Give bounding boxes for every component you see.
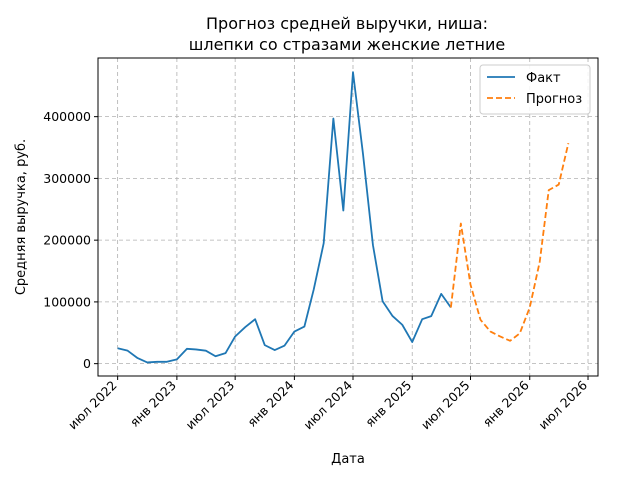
series-line-fact bbox=[117, 71, 452, 364]
x-tick-label: янв 2025 bbox=[362, 378, 414, 430]
series-lines bbox=[117, 71, 570, 364]
chart-title-line-1: Прогноз средней выручки, ниша: bbox=[206, 14, 488, 33]
y-axis-label: Средняя выручка, руб. bbox=[14, 139, 29, 295]
y-tick-label: 400000 bbox=[43, 109, 91, 124]
x-axis-label: Дата bbox=[331, 452, 365, 467]
legend-label-fact: Факт bbox=[526, 71, 561, 86]
series-line-forecast bbox=[449, 143, 570, 342]
y-tick-label: 0 bbox=[83, 356, 91, 371]
axis-ticks: июл 2022 янв 2023 июл 2023 янв 2024 июл 2024… bbox=[43, 109, 590, 432]
chart-title-line-2: шлепки со стразами женские летние bbox=[189, 35, 506, 54]
x-tick-label: июл 2025 bbox=[418, 378, 473, 433]
x-tick-label: июл 2026 bbox=[535, 377, 590, 432]
legend-label-forecast: Прогноз bbox=[526, 92, 582, 107]
x-tick-label: янв 2023 bbox=[127, 378, 179, 430]
y-tick-label: 100000 bbox=[43, 294, 91, 309]
x-tick-label: июл 2024 bbox=[300, 377, 355, 432]
x-tick-label: янв 2024 bbox=[244, 377, 296, 429]
x-tick-label: июл 2022 bbox=[65, 378, 120, 433]
legend: Факт Прогноз bbox=[479, 64, 591, 115]
y-tick-label: 300000 bbox=[43, 171, 91, 186]
x-tick-label: янв 2026 bbox=[480, 377, 532, 429]
plot-area-frame bbox=[97, 57, 599, 377]
y-tick-label: 200000 bbox=[43, 233, 91, 248]
x-tick-label: июл 2023 bbox=[183, 378, 238, 433]
